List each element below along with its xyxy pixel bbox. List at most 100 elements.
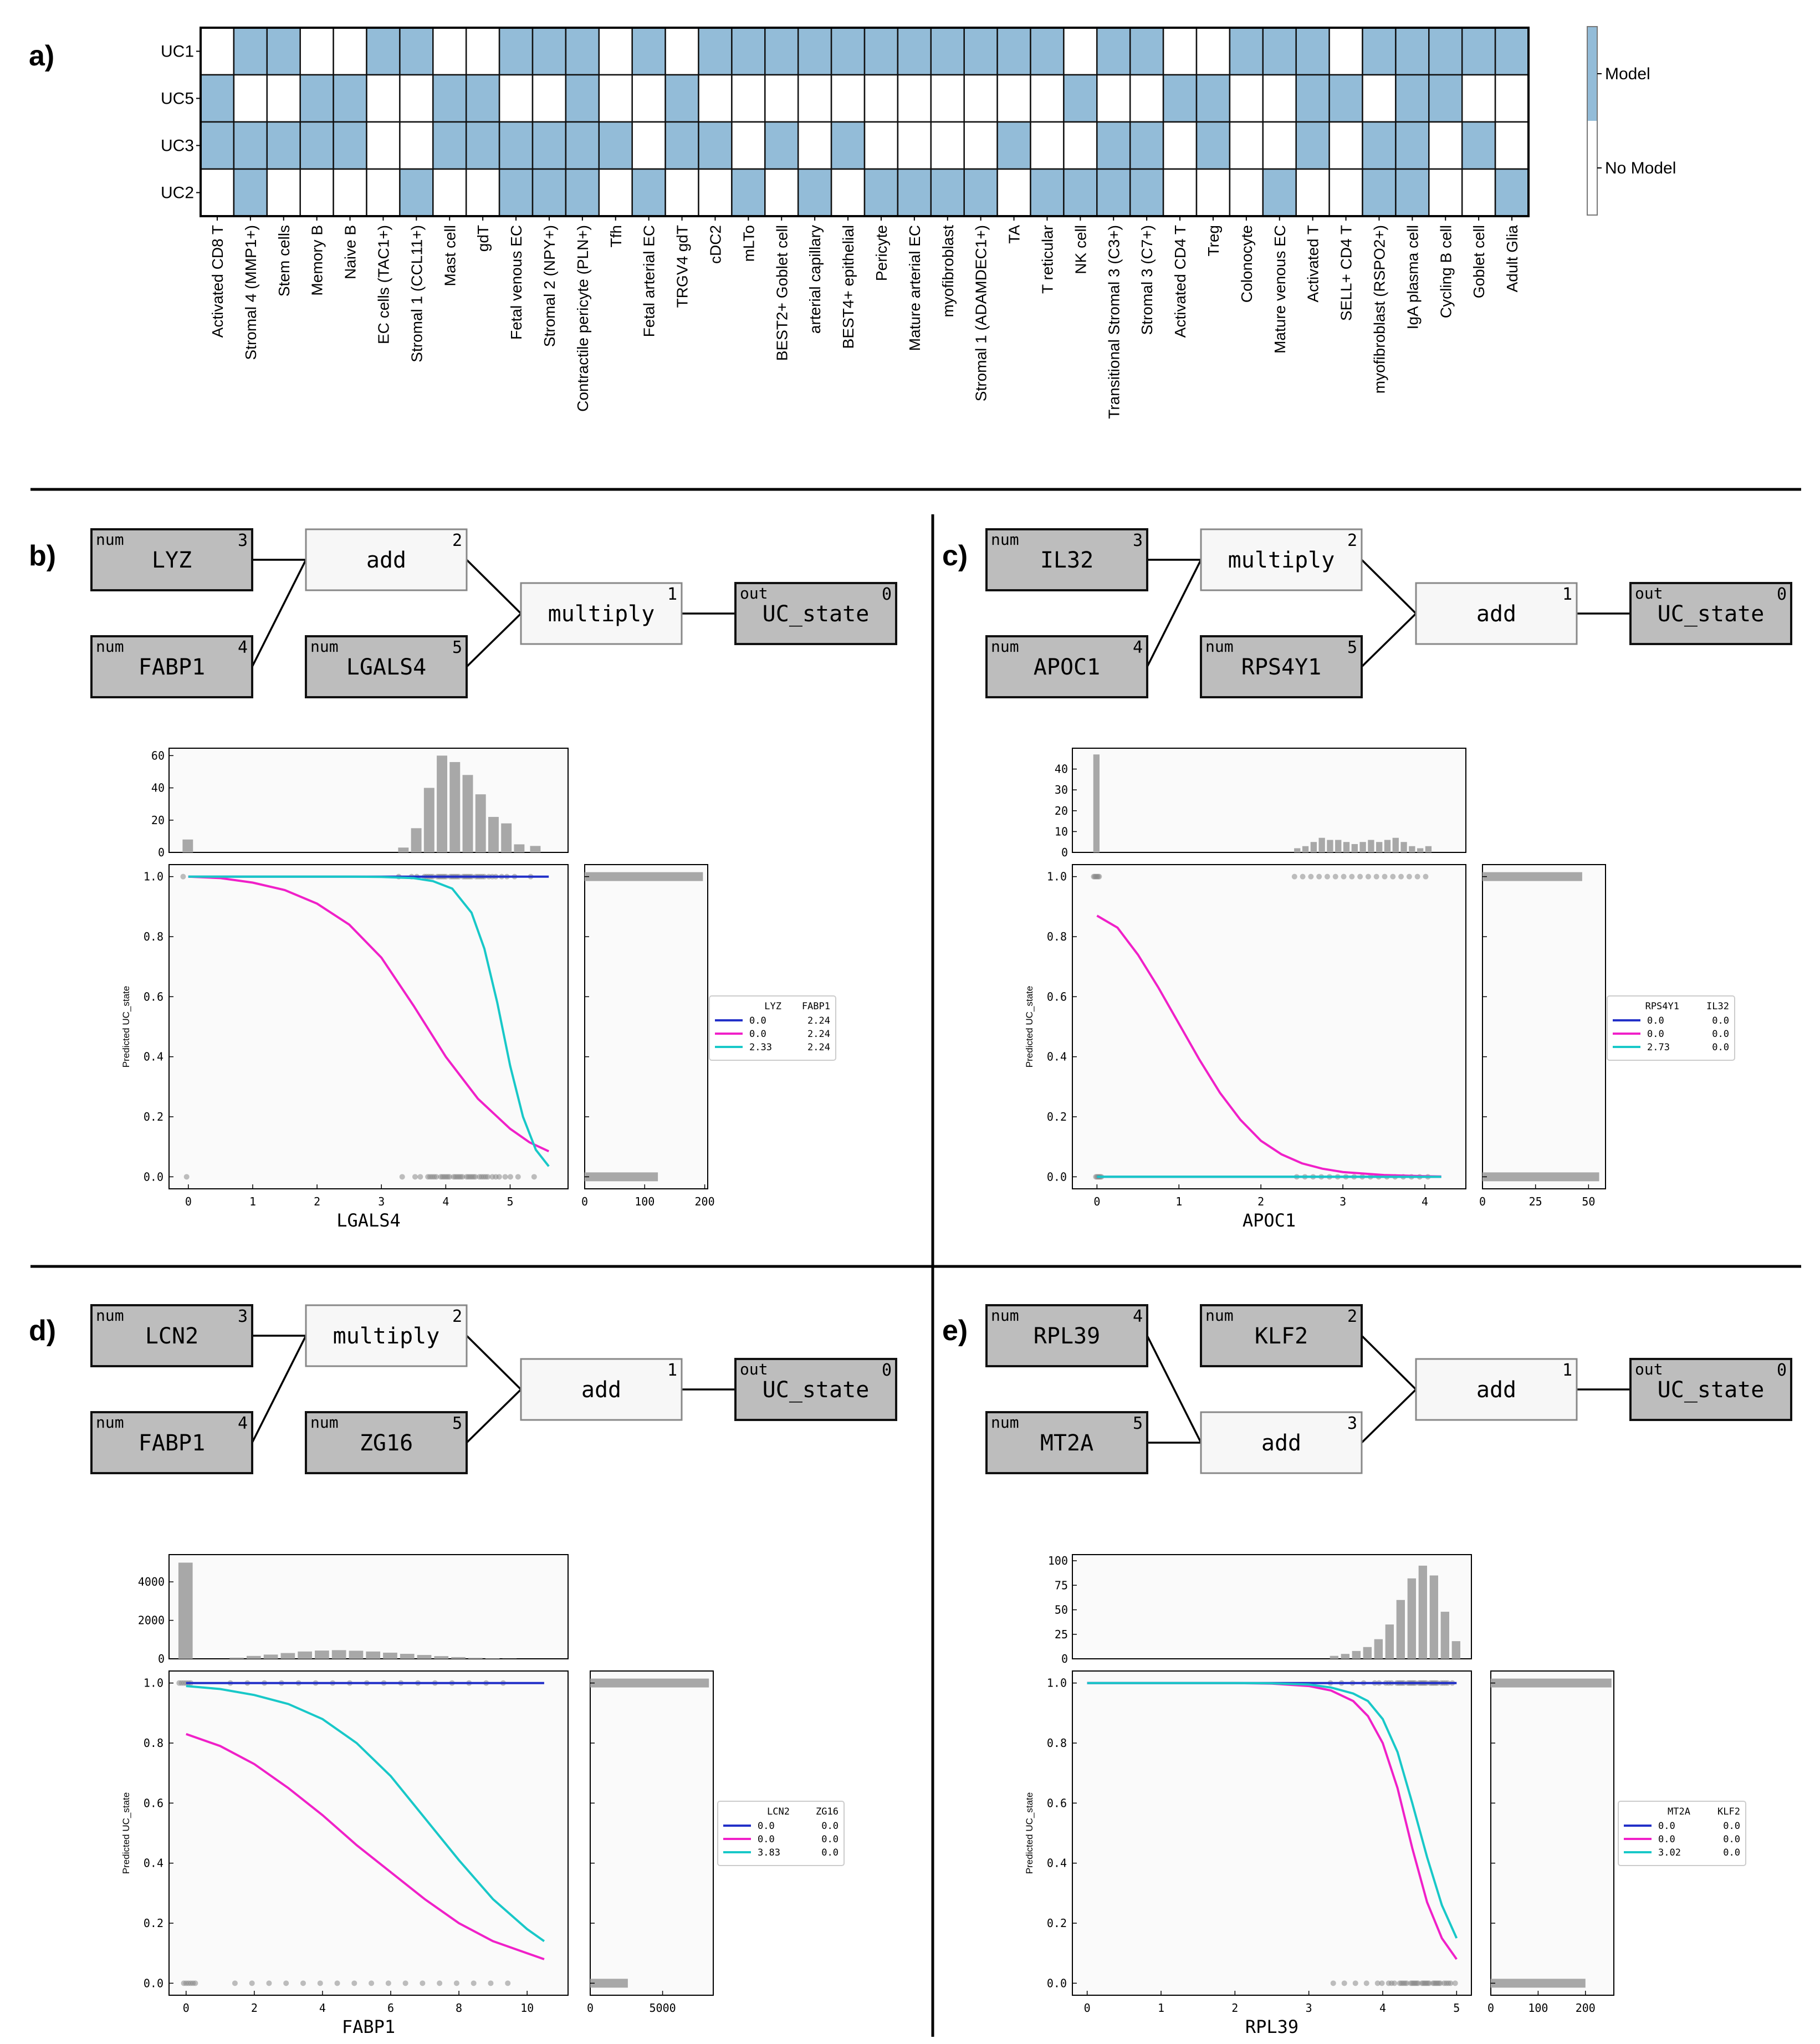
node-label: RPL39 (1034, 1324, 1100, 1349)
heatmap-cell (1030, 74, 1065, 123)
heatmap-border (200, 27, 1530, 217)
graph-edge (1361, 559, 1417, 615)
rh-x-tick-label: 0 (1487, 2001, 1494, 2015)
heatmap-cell (1195, 74, 1231, 123)
plot-area (1072, 1670, 1472, 1996)
column-label: Memory B (309, 225, 326, 296)
y-tick-label: 0.2 (144, 1917, 163, 1930)
legend-value: 0.0 (1723, 1834, 1740, 1845)
right-histogram-bar (590, 1979, 628, 1988)
top-histogram-bar (298, 1651, 312, 1659)
y-axis-label: Predicted UC_state (121, 986, 131, 1067)
right-histogram-bar (1482, 1172, 1599, 1182)
node-label: add (1476, 601, 1516, 627)
hist-y-tick-label: 40 (1055, 763, 1068, 776)
y-tick-label: 0.4 (1047, 1050, 1067, 1064)
top-histogram-bar (247, 1655, 261, 1659)
graph-node-uc-state: UC_state 0 out (1629, 582, 1792, 645)
graph-edge (1361, 1335, 1417, 1391)
node-box (305, 635, 468, 698)
x-tick-label: 4 (1379, 2001, 1386, 2015)
node-box (1200, 635, 1363, 698)
node-box (1415, 1358, 1578, 1421)
legend-value: 0.0 (1658, 1834, 1675, 1845)
heatmap-cell (200, 168, 235, 217)
heatmap-cell (1328, 121, 1363, 170)
y-tick-label: 0.8 (144, 1736, 163, 1750)
node-label: add (1261, 1430, 1301, 1456)
heatmap-cell (830, 27, 866, 76)
legend-box (709, 995, 836, 1061)
scatter-point (1379, 1980, 1385, 1986)
hist-y-tick-label: 60 (151, 749, 165, 762)
chart-legend: RPS4Y1 IL32 0.0 0.0 0.0 0.0 2.73 0.0 (1607, 995, 1735, 1061)
legend-box (1618, 1801, 1746, 1866)
legend-value: 2.33 (749, 1042, 772, 1053)
top-histogram-bar (468, 1658, 483, 1659)
column-label: Activated CD8 T (209, 225, 226, 338)
x-tick-label: 0 (1093, 1195, 1100, 1208)
scatter-point (1415, 1980, 1421, 1986)
graph-edge (1361, 612, 1417, 668)
top-histogram-bar (1294, 848, 1301, 852)
x-tick-label: 5 (1453, 2001, 1460, 2015)
column-label: Transitional Stromal 3 (C3+) (1105, 225, 1122, 419)
y-tick-label: 0.0 (144, 1170, 163, 1183)
scatter-point (369, 1980, 375, 1986)
heatmap-cell (1295, 121, 1330, 170)
heatmap-cell (1461, 121, 1496, 170)
node-index: 4 (1133, 638, 1143, 657)
column-label: TRGV4 gdT (674, 225, 691, 308)
scatter-point (1365, 873, 1371, 880)
scatter-point (471, 1980, 477, 1986)
scatter-point (399, 1174, 405, 1180)
y-tick-label: 0.6 (144, 1796, 163, 1810)
legend-box (1607, 995, 1735, 1061)
node-type: num (96, 1306, 124, 1325)
x-tick-label: 2 (1231, 2001, 1238, 2015)
heatmap-cell (1096, 74, 1131, 123)
scatter-point (351, 1980, 357, 1986)
column-label: Activated CD4 T (1172, 225, 1189, 338)
node-type: num (1205, 637, 1234, 656)
chart-e: 0 1 2 3 4 5 0.0 0.2 0.4 0.6 0.8 1.0 RPL39 Predicted U… (1024, 1554, 1746, 2037)
node-label: UC_state (763, 1377, 870, 1403)
column-label: BEST2+ Goblet cell (773, 225, 790, 361)
x-tick-label: 2 (314, 1195, 320, 1208)
scatter-point (1332, 873, 1338, 880)
heatmap-cell (1063, 168, 1098, 217)
node-box (734, 582, 897, 645)
heatmap-cell (233, 27, 268, 76)
node-label: multiply (333, 1324, 440, 1349)
heatmap-cell (1096, 168, 1131, 217)
heatmap-cell (366, 121, 401, 170)
graph-node-add: add 1 (1415, 582, 1578, 645)
graph-c: IL32 3 num APOC1 4 num multiply 2 RPS4Y1 5 num add 1… (985, 528, 1792, 698)
node-box (90, 1411, 253, 1474)
chart-legend: LYZ FABP1 0.0 2.24 0.0 2.24 2.33 2.24 (709, 995, 836, 1061)
heatmap-cell (631, 121, 666, 170)
graph-node-apoc1: APOC1 4 num (985, 635, 1148, 698)
top-histogram-area (168, 1554, 569, 1659)
scatter-point (447, 1174, 453, 1180)
scatter-point (531, 1174, 537, 1180)
top-histogram-bar (1396, 1600, 1405, 1659)
x-tick-label: 3 (1306, 2001, 1312, 2015)
series-line-1 (186, 1733, 545, 1960)
top-histogram-bar (1451, 1641, 1460, 1659)
scatter-point (459, 1174, 466, 1180)
node-box (90, 528, 253, 591)
node-index: 0 (1777, 585, 1787, 604)
scatter-point (1349, 873, 1355, 880)
row-label: UC1 (161, 43, 194, 61)
column-label: Activated T (1305, 225, 1322, 303)
scatter-point (1291, 873, 1297, 880)
heatmap-cell (1461, 168, 1496, 217)
legend-value: 0.0 (1723, 1821, 1740, 1832)
heatmap-cell (299, 121, 334, 170)
heatmap-cell (1395, 121, 1430, 170)
heatmap-cell (897, 168, 932, 217)
heatmap-cell (1162, 121, 1198, 170)
legend-value: 0.0 (1647, 1015, 1664, 1026)
plot-area (168, 1670, 569, 1996)
